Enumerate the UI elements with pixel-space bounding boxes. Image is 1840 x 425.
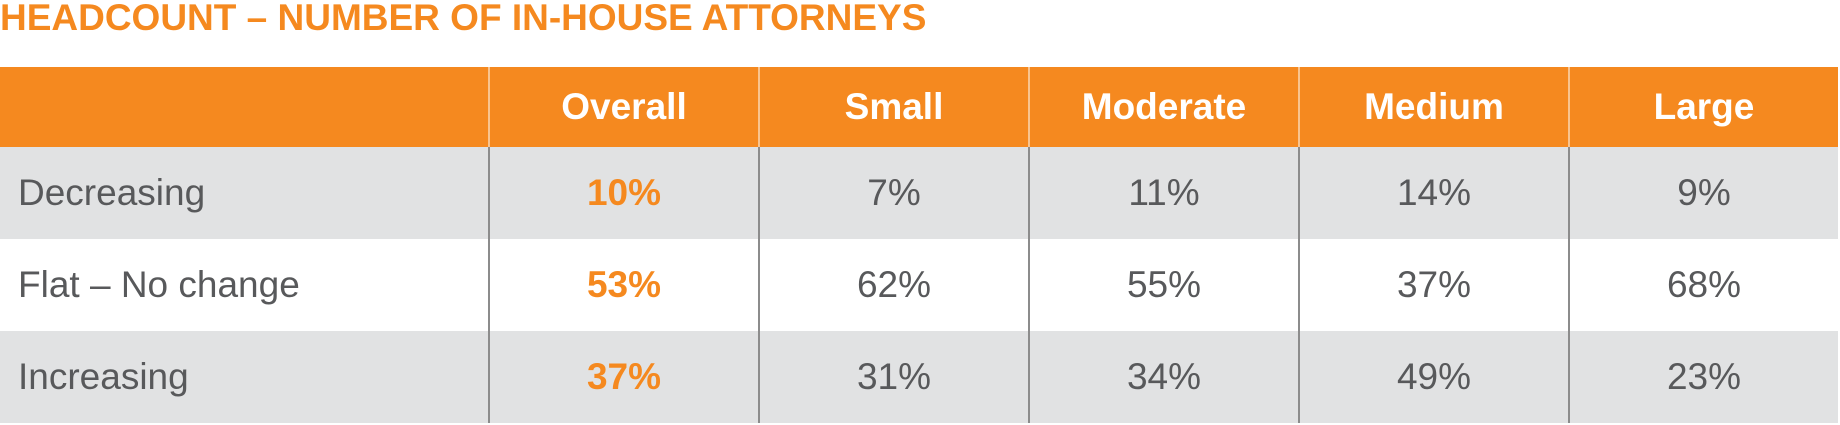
header-cell: Moderate	[1028, 67, 1298, 147]
value-cell: 37%	[488, 331, 758, 423]
header-cell: Medium	[1298, 67, 1568, 147]
table: Overall Small Moderate Medium Large Decreasin…	[0, 67, 1840, 423]
title: HEADCOUNT – NUMBER OF IN-HOUSE ATTORNEYS	[0, 0, 927, 38]
header-cell: Small	[758, 67, 1028, 147]
header-cell: Large	[1568, 67, 1838, 147]
value-cell: 68%	[1568, 239, 1838, 331]
value-cell: 9%	[1568, 147, 1838, 239]
value-cell: 55%	[1028, 239, 1298, 331]
header-cell	[0, 67, 488, 147]
row-label: Flat – No change	[18, 264, 300, 305]
value-cell: 7%	[758, 147, 1028, 239]
value-cell: 49%	[1298, 331, 1568, 423]
value-cell: 14%	[1298, 147, 1568, 239]
value-cell: 31%	[758, 331, 1028, 423]
row-label: Increasing	[0, 331, 488, 423]
row-label: Decreasing	[0, 147, 488, 239]
header-cell: Overall	[488, 67, 758, 147]
value-cell: 23%	[1568, 331, 1838, 423]
value-cell: 62%	[758, 239, 1028, 331]
value-cell: 37%	[1298, 239, 1568, 331]
value-cell: 34%	[1028, 331, 1298, 423]
value-cell: 11%	[1028, 147, 1298, 239]
value-cell: 10%	[488, 147, 758, 239]
value-cell: 53%	[488, 239, 758, 331]
